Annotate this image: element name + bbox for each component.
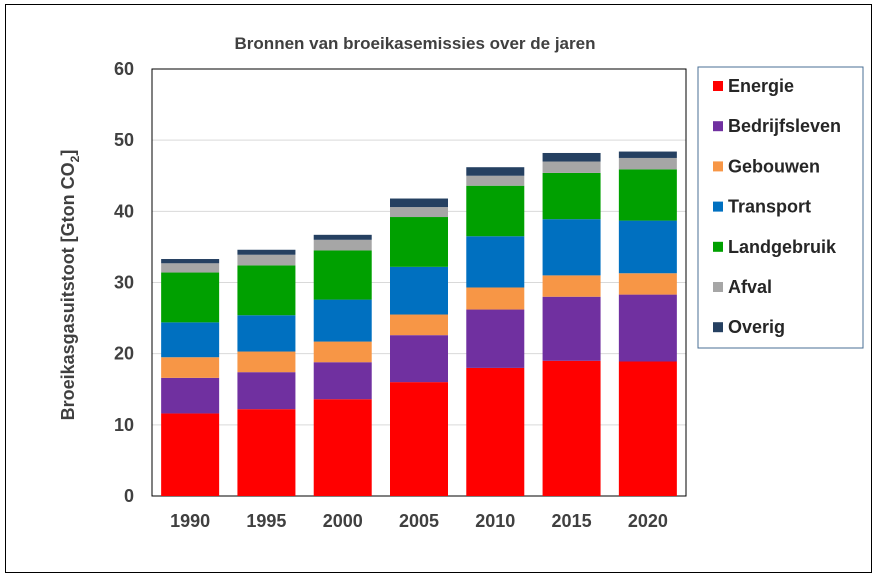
bar-segment-transport-1995: [237, 315, 296, 352]
x-tick-label: 2015: [552, 511, 592, 531]
legend-swatch-energie: [713, 81, 723, 91]
legend-swatch-afval: [713, 282, 723, 292]
bar-segment-bedrijfsleven-2020: [618, 294, 677, 362]
y-axis-label: Broeikasgasuitstoot [Gton CO2]: [58, 150, 82, 421]
bar-segment-afval-2010: [466, 175, 525, 186]
bar-segment-energie-2015: [542, 360, 601, 496]
bar-segment-overig-2010: [466, 167, 525, 176]
bar-segment-transport-2000: [313, 299, 372, 342]
legend-label-afval: Afval: [728, 277, 772, 297]
x-axis-ticks: 1990 1995 2000 2005 2010 2015 2020: [170, 511, 668, 531]
bar-segment-transport-2020: [618, 220, 677, 274]
y-tick-label: 40: [114, 201, 134, 221]
bar-segment-energie-2005: [390, 382, 448, 496]
y-tick-label: 30: [114, 273, 134, 293]
chart-title: Bronnen van broeikasemissies over de jar…: [235, 34, 596, 53]
x-tick-label: 1990: [170, 511, 210, 531]
bar-segment-bedrijfsleven-1995: [237, 372, 296, 410]
bar-segment-energie-1990: [161, 413, 220, 496]
legend-swatch-overig: [713, 322, 723, 333]
y-axis-label-suffix: ]: [58, 150, 78, 156]
bar-segment-transport-2005: [390, 266, 448, 315]
bar-segment-overig-2015: [542, 152, 601, 162]
bar-segment-gebouwen-2010: [466, 287, 525, 310]
bar-segment-gebouwen-1995: [237, 351, 296, 373]
legend-items: Energie Bedrijfsleven Gebouwen Transport Lan…: [713, 76, 841, 337]
bar-segment-gebouwen-2000: [313, 341, 372, 363]
y-axis-label-subscript: 2: [68, 155, 82, 162]
bar-segment-bedrijfsleven-2015: [542, 296, 601, 361]
y-tick-label: 50: [114, 130, 134, 150]
bar-segment-overig-1990: [161, 259, 220, 264]
legend-swatch-transport: [713, 201, 723, 212]
legend-swatch-bedrijfsleven: [713, 121, 723, 132]
bar-segment-gebouwen-2015: [542, 275, 601, 297]
x-tick-label: 1995: [246, 511, 286, 531]
bar-segment-landgebruik-1995: [237, 265, 296, 316]
bar-segment-energie-2000: [313, 399, 372, 496]
legend-swatch-gebouwen: [713, 161, 723, 172]
legend: [697, 66, 864, 349]
bar-segment-energie-1995: [237, 409, 296, 496]
legend-label-energie: Energie: [728, 76, 794, 96]
y-tick-label: 10: [114, 415, 134, 435]
bar-segment-afval-2015: [542, 161, 601, 173]
bar-segment-transport-2015: [542, 219, 601, 276]
bar-segment-landgebruik-2015: [542, 172, 601, 220]
bar-segment-gebouwen-1990: [161, 357, 220, 378]
bar-segment-landgebruik-1990: [161, 272, 220, 323]
legend-label-transport: Transport: [728, 197, 811, 217]
bar-segment-afval-2005: [390, 207, 448, 218]
legend-label-bedrijfsleven: Bedrijfsleven: [728, 116, 841, 136]
bar-segment-overig-2005: [390, 198, 448, 208]
y-tick-label: 0: [124, 486, 134, 506]
bar-segment-gebouwen-2020: [618, 273, 677, 295]
bar-segment-landgebruik-2010: [466, 185, 525, 237]
bar-segment-bedrijfsleven-2000: [313, 362, 372, 400]
bar-segment-transport-2010: [466, 236, 525, 288]
legend-label-overig: Overig: [728, 317, 785, 337]
y-axis-ticks: 0 10 20 30 40 50 60: [114, 59, 134, 506]
y-tick-label: 20: [114, 344, 134, 364]
x-tick-label: 2000: [323, 511, 363, 531]
bar-segment-energie-2010: [466, 367, 525, 496]
legend-label-landgebruik: Landgebruik: [728, 237, 837, 257]
bar-segment-gebouwen-2005: [390, 314, 448, 336]
bar-segment-afval-2020: [618, 157, 677, 170]
y-axis-label-main: Broeikasgasuitstoot [Gton CO: [58, 162, 78, 420]
x-tick-label: 2005: [399, 511, 439, 531]
bar-segment-overig-1995: [237, 249, 296, 255]
bar-segment-landgebruik-2000: [313, 250, 372, 300]
x-tick-label: 2010: [475, 511, 515, 531]
bar-segment-bedrijfsleven-2005: [390, 335, 448, 383]
bar-segment-energie-2020: [618, 361, 677, 496]
bar-segment-overig-2000: [313, 234, 372, 240]
bars: [161, 151, 677, 496]
legend-label-gebouwen: Gebouwen: [728, 156, 820, 176]
bar-segment-bedrijfsleven-2010: [466, 309, 525, 368]
bar-segment-landgebruik-2020: [618, 169, 677, 221]
bar-segment-afval-1995: [237, 254, 296, 266]
bar-segment-bedrijfsleven-1990: [161, 377, 220, 414]
y-tick-label: 60: [114, 59, 134, 79]
bar-segment-overig-2020: [618, 151, 677, 158]
bar-segment-afval-1990: [161, 263, 220, 273]
legend-swatch-landgebruik: [713, 241, 723, 252]
bar-segment-afval-2000: [313, 239, 372, 251]
bar-segment-transport-1990: [161, 322, 220, 358]
bar-segment-landgebruik-2005: [390, 217, 448, 267]
x-tick-label: 2020: [628, 511, 668, 531]
